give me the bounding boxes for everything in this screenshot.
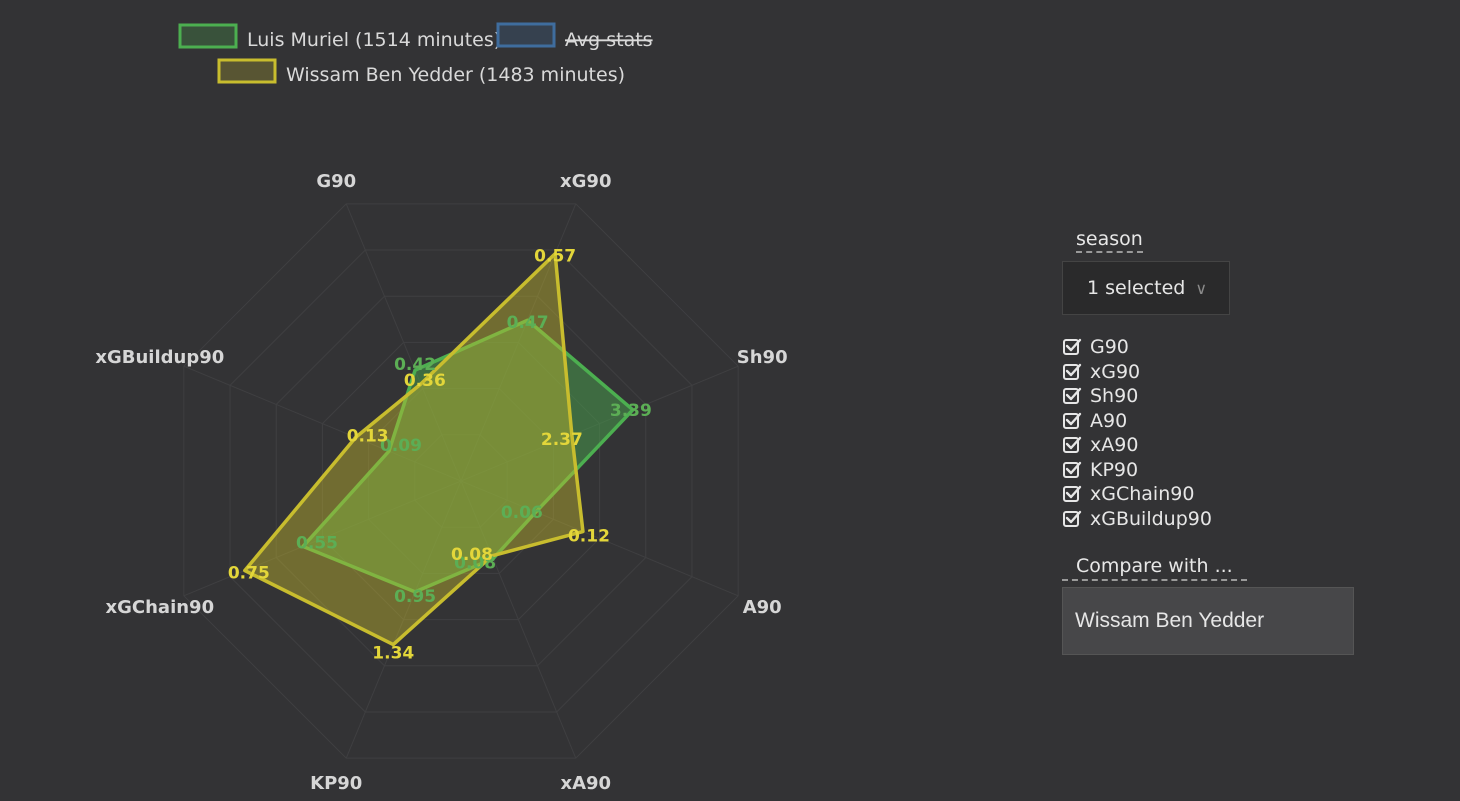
value-label: 0.95 [394,587,436,607]
grid-spoke [460,480,739,597]
value-label: 0.08 [451,545,493,565]
axis-label: Sh90 [737,347,788,368]
metric-label: A90 [1090,409,1128,432]
value-label: 0.75 [228,564,270,584]
axis-label: KP90 [310,773,362,794]
grid-spoke [460,365,739,482]
grid-spoke [345,203,462,482]
metric-label: G90 [1090,336,1129,359]
compare-section: Compare with ... [1062,555,1362,655]
checkbox-checked-icon[interactable] [1062,484,1082,504]
axis-labels: G90 xG90 Sh90 A90 xA90 KP90 xGChain90 xGBuildup… [95,171,787,794]
metric-checkbox-row[interactable]: G90 [1062,335,1362,360]
value-label: 3.39 [610,401,652,421]
legend-label[interactable]: Luis Muriel (1514 minutes) [247,29,501,51]
legend-label[interactable]: Avg stats [565,29,653,51]
value-label: 0.57 [534,247,576,267]
metric-checklist: G90 xG90 Sh90 A90 xA90 KP90 xGChain90 xGBuildup… [1062,335,1362,531]
metric-label: KP90 [1090,458,1139,481]
metric-checkbox-row[interactable]: xGChain90 [1062,482,1362,507]
value-label: 0.13 [347,426,389,446]
checkbox-checked-icon[interactable] [1062,362,1082,382]
value-label: 0.08 [454,554,496,574]
value-label: 1.34 [372,644,414,664]
chevron-down-icon: ∨ [1195,278,1208,298]
axis-label: xGBuildup90 [95,347,224,368]
value-label: 0.06 [501,503,543,523]
metric-checkbox-row[interactable]: xGBuildup90 [1062,507,1362,532]
axis-label: A90 [743,597,782,618]
value-label: 0.09 [380,436,422,456]
legend-swatch[interactable] [217,58,277,84]
checkbox-checked-icon[interactable] [1062,386,1082,406]
season-dropdown[interactable]: 1 selected ∨ [1062,261,1230,315]
value-label: 0.55 [296,533,338,553]
metric-label: xGChain90 [1090,483,1195,506]
legend-label[interactable]: Wissam Ben Yedder (1483 minutes) [286,64,625,86]
metric-label: xA90 [1090,434,1139,457]
value-label: 0.36 [404,371,446,391]
radar-series [243,251,635,647]
axis-label: G90 [316,171,356,192]
grid-spoke [460,480,577,759]
axis-label: xG90 [560,171,611,192]
value-label: 0.47 [507,313,549,333]
grid-spoke [345,480,462,759]
season-selected-value: 1 selected [1087,277,1186,299]
metric-checkbox-row[interactable]: Sh90 [1062,384,1362,409]
legend-swatch[interactable] [178,23,238,49]
checkbox-checked-icon[interactable] [1062,460,1082,480]
radar-grid [183,203,739,759]
compare-label: Compare with ... [1062,555,1247,581]
grid-spoke [183,480,462,597]
chart-legend: Luis Muriel (1514 minutes) Avg stats Wissa… [178,22,653,86]
legend-swatch[interactable] [496,22,556,48]
checkbox-checked-icon[interactable] [1062,411,1082,431]
value-label: 0.42 [394,355,436,375]
metric-checkbox-row[interactable]: A90 [1062,409,1362,434]
value-labels: 0.42 0.47 3.39 0.06 0.08 0.95 0.55 0.09 0.36 0.57… [228,247,652,664]
checkbox-checked-icon[interactable] [1062,509,1082,529]
metric-label: xGBuildup90 [1090,507,1212,530]
season-label: season [1076,228,1143,253]
value-label: 2.37 [541,430,583,450]
grid-spoke [460,203,577,482]
metric-label: xG90 [1090,360,1141,383]
checkbox-checked-icon[interactable] [1062,337,1082,357]
metric-checkbox-row[interactable]: xG90 [1062,360,1362,385]
metric-label: Sh90 [1090,385,1139,408]
axis-label: xA90 [560,773,611,794]
axis-label: xGChain90 [106,597,215,618]
series-polygon[interactable] [243,251,585,647]
metric-checkbox-row[interactable]: xA90 [1062,433,1362,458]
compare-input[interactable] [1062,587,1354,655]
value-label: 0.12 [568,527,610,547]
grid-spoke [183,365,462,482]
checkbox-checked-icon[interactable] [1062,435,1082,455]
controls-panel: season 1 selected ∨ G90 xG90 Sh90 A90 xA90 KP… [1062,228,1362,655]
metric-checkbox-row[interactable]: KP90 [1062,458,1362,483]
